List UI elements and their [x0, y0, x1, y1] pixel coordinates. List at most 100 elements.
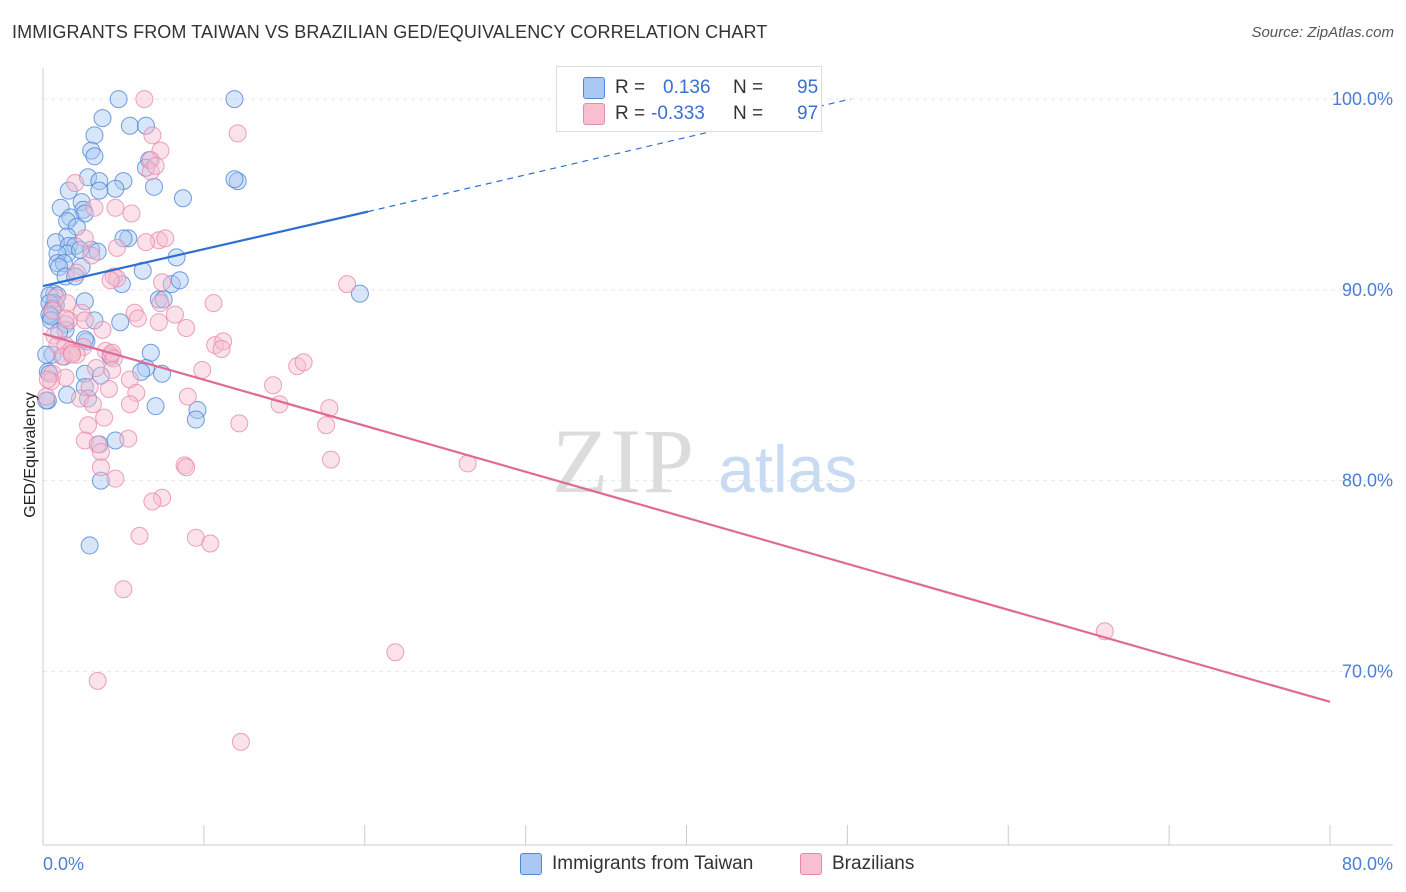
brazil-point-61 — [264, 376, 283, 395]
taiwan-point-14 — [225, 170, 244, 189]
series-legend-swatch-brazil — [800, 853, 822, 875]
brazil-point-16 — [82, 246, 101, 265]
stats-legend: R = 0.136 N = 95 R = -0.333 N = 97 — [556, 66, 822, 132]
brazil-point-80 — [119, 429, 138, 448]
brazil-point-29 — [125, 303, 144, 322]
brazil-point-94 — [114, 580, 133, 599]
brazil-point-64 — [38, 370, 57, 389]
taiwan-point-88 — [146, 397, 165, 416]
brazil-point-23 — [46, 288, 65, 307]
brazil-point-68 — [178, 387, 197, 406]
brazil-point-87 — [91, 458, 110, 477]
taiwan-point-15 — [59, 181, 78, 200]
brazil-point-76 — [230, 414, 249, 433]
legend-n-label-brazil: N = — [733, 103, 764, 124]
y-tick-label-90: 90.0% — [1342, 280, 1393, 300]
legend-swatch-brazil — [583, 103, 605, 125]
taiwan-point-8 — [85, 147, 104, 166]
brazil-point-2 — [143, 126, 162, 145]
brazil-point-86 — [177, 458, 196, 477]
taiwan-point-17 — [90, 181, 109, 200]
brazil-point-22 — [101, 271, 120, 290]
taiwan-point-36 — [48, 244, 67, 263]
taiwan-point-3 — [120, 116, 139, 135]
series-brazil-points — [37, 90, 1114, 751]
brazil-point-93 — [201, 534, 220, 553]
brazil-point-33 — [59, 311, 78, 330]
series-legend-label-taiwan: Immigrants from Taiwan — [552, 853, 754, 874]
brazil-point-30 — [165, 305, 184, 324]
brazil-point-78 — [79, 416, 98, 435]
series-legend: Immigrants from Taiwan Brazilians — [0, 853, 1406, 877]
brazil-point-43 — [212, 339, 231, 358]
brazil-point-53 — [193, 360, 212, 379]
taiwan-point-29 — [114, 229, 133, 248]
legend-r-label-brazil: R = — [615, 103, 646, 124]
brazil-point-56 — [294, 353, 313, 372]
brazil-point-75 — [95, 408, 114, 427]
taiwan-point-93 — [91, 471, 110, 490]
legend-r-label-taiwan: R = — [615, 77, 646, 98]
series-legend-item-taiwan[interactable]: Immigrants from Taiwan — [520, 853, 780, 877]
y-tick-labels: 70.0% 80.0% 90.0% 100.0% — [1332, 89, 1393, 681]
x-tick-label-max: 80.0% — [1342, 854, 1393, 874]
brazil-point-6 — [146, 156, 165, 175]
brazil-point-58 — [103, 360, 122, 379]
y-axis-label: GED/Equivalency — [22, 392, 39, 517]
axes — [42, 68, 1393, 846]
watermark-atlas: atlas — [718, 432, 857, 506]
series-legend-item-brazil[interactable]: Brazilians — [800, 853, 940, 877]
brazil-point-77 — [317, 416, 336, 435]
series-legend-label-brazil: Brazilians — [832, 853, 915, 874]
watermark: ZIP atlas — [552, 410, 857, 512]
brazil-point-25 — [151, 294, 170, 313]
legend-r-value-taiwan: 0.136 — [663, 77, 711, 98]
brazil-point-7 — [66, 174, 85, 193]
brazil-point-10 — [122, 204, 141, 223]
series-legend-swatch-taiwan — [520, 853, 542, 875]
taiwan-point-0 — [109, 90, 128, 109]
legend-r-value-brazil: -0.333 — [651, 103, 705, 124]
legend-n-label-taiwan: N = — [733, 77, 764, 98]
brazil-point-8 — [85, 198, 104, 217]
legend-n-value-taiwan: 95 — [797, 77, 819, 98]
y-tick-label-100: 100.0% — [1332, 89, 1393, 109]
taiwan-point-23 — [75, 204, 94, 223]
brazil-point-96 — [386, 643, 405, 662]
brazil-point-17 — [153, 273, 172, 292]
brazil-point-42 — [214, 332, 233, 351]
brazil-point-84 — [321, 450, 340, 469]
brazil-point-32 — [75, 311, 94, 330]
brazil-point-91 — [130, 526, 149, 545]
watermark-zip: ZIP — [552, 410, 696, 512]
taiwan-point-90 — [186, 410, 205, 429]
brazil-point-38 — [93, 320, 112, 339]
brazil-point-19 — [338, 275, 357, 294]
legend-swatch-taiwan — [583, 77, 605, 99]
brazil-point-31 — [128, 309, 147, 328]
taiwan-point-5 — [85, 126, 104, 145]
brazil-point-13 — [136, 233, 155, 252]
brazil-point-35 — [177, 318, 196, 337]
chart-title: IMMIGRANTS FROM TAIWAN VS BRAZILIAN GED/… — [12, 22, 768, 42]
trend-line-taiwan — [42, 210, 369, 288]
taiwan-point-13 — [228, 172, 247, 191]
x-ticks — [42, 825, 1331, 845]
taiwan-point-51 — [350, 284, 369, 303]
brazil-point-34 — [56, 309, 75, 328]
taiwan-point-2 — [93, 109, 112, 128]
taiwan-point-11 — [90, 172, 109, 191]
trend-line-brazil — [42, 332, 1331, 703]
y-tick-label-80: 80.0% — [1342, 471, 1393, 491]
taiwan-point-25 — [58, 212, 77, 231]
taiwan-point-94 — [80, 536, 99, 555]
taiwan-point-19 — [173, 189, 192, 208]
brazil-point-9 — [106, 198, 125, 217]
x-tick-label-min: 0.0% — [43, 854, 84, 874]
chart-source: Source: ZipAtlas.com — [1251, 24, 1394, 41]
brazil-point-12 — [156, 229, 175, 248]
taiwan-point-6 — [82, 141, 101, 160]
taiwan-point-47 — [170, 271, 189, 290]
legend-row-taiwan: R = 0.136 N = 95 — [583, 77, 818, 101]
